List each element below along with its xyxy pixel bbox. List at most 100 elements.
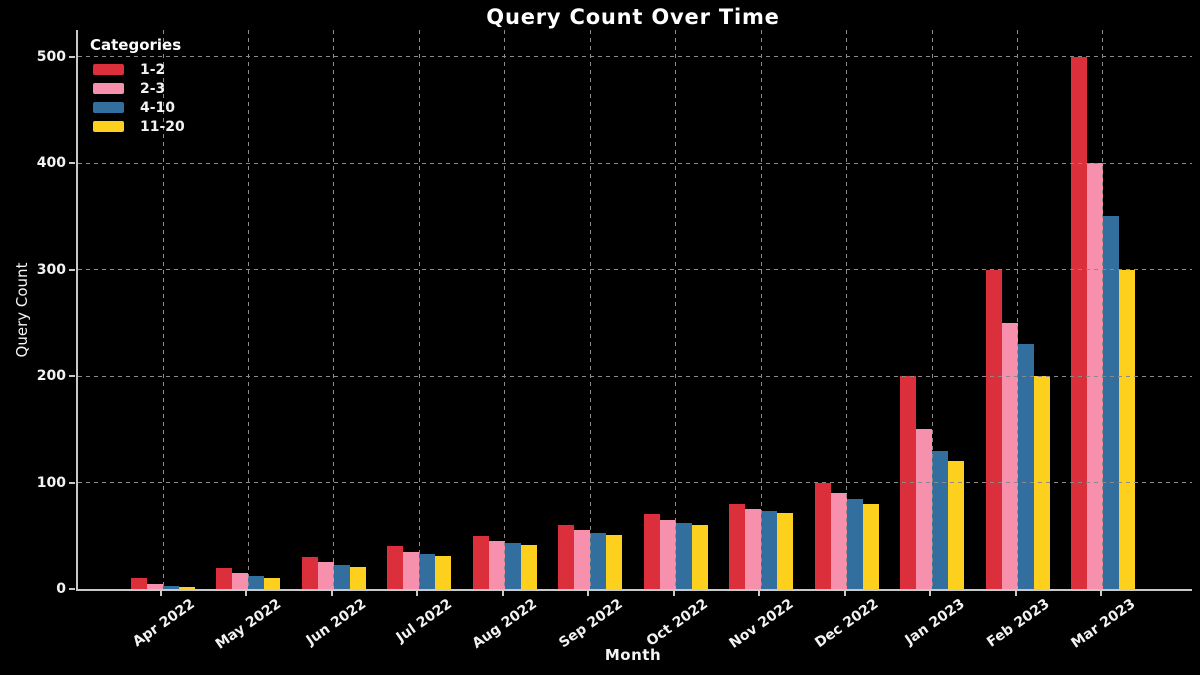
x-tick-mark-12 — [1099, 591, 1102, 596]
gridline-h-400 — [78, 162, 1192, 164]
gridline-v-11 — [1017, 30, 1018, 589]
x-tick-mark-10 — [929, 591, 932, 596]
bar-4-10-dec-2022 — [846, 498, 863, 589]
legend: Categories 1-2 2-3 4-10 11-20 — [90, 36, 185, 136]
bar-4-10-apr-2022 — [163, 585, 179, 589]
chart-title: Query Count Over Time — [486, 5, 780, 29]
bar-2-3-aug-2022 — [488, 541, 505, 589]
x-tick-label-nov-2022: Nov 2022 — [726, 596, 797, 652]
gridline-v-4 — [418, 30, 420, 589]
bar-1-2-jul-2022 — [387, 546, 404, 589]
y-tick-label-0: 0 — [56, 581, 66, 597]
bar-11-20-may-2022 — [264, 578, 281, 589]
bar-1-2-nov-2022 — [729, 503, 746, 589]
bar-2-3-feb-2023 — [1001, 322, 1018, 589]
x-tick-mark-8 — [758, 591, 761, 596]
bar-4-10-jan-2023 — [932, 450, 949, 589]
legend-item-1-2: 1-2 — [90, 60, 185, 79]
bar-4-10-mar-2023 — [1102, 216, 1119, 589]
x-tick-label-sep-2022: Sep 2022 — [556, 596, 626, 652]
x-tick-mark-4 — [416, 591, 419, 596]
bar-1-2-apr-2022 — [131, 578, 147, 589]
bar-4-10-aug-2022 — [504, 543, 521, 589]
bar-2-3-may-2022 — [232, 573, 249, 589]
bar-2-3-sep-2022 — [574, 530, 591, 589]
bar-4-10-oct-2022 — [675, 523, 692, 589]
bar-1-2-may-2022 — [216, 567, 233, 589]
legend-swatch-2-3 — [93, 83, 124, 94]
bar-11-20-jul-2022 — [435, 556, 452, 589]
x-tick-label-jul-2022: Jul 2022 — [393, 596, 455, 646]
x-tick-mark-5 — [501, 591, 504, 596]
y-tick-mark-200 — [69, 375, 75, 378]
legend-swatch-11-20 — [93, 121, 124, 132]
bar-4-10-jun-2022 — [333, 564, 350, 589]
bar-11-20-apr-2022 — [179, 586, 195, 589]
bar-1-2-jun-2022 — [301, 557, 318, 589]
bar-11-20-aug-2022 — [520, 545, 537, 589]
gridline-v-5 — [504, 30, 506, 589]
y-tick-mark-400 — [69, 162, 75, 165]
gridline-h-100 — [78, 482, 1192, 484]
legend-item-11-20: 11-20 — [90, 117, 185, 136]
y-tick-label-200: 200 — [36, 368, 66, 385]
plot-area — [76, 30, 1192, 591]
bar-2-3-nov-2022 — [745, 509, 762, 589]
bar-1-2-aug-2022 — [472, 535, 489, 589]
y-tick-label-300: 300 — [36, 261, 66, 278]
y-tick-mark-0 — [69, 588, 75, 590]
x-axis-label: Month — [604, 646, 662, 664]
x-tick-mark-9 — [843, 591, 846, 596]
x-tick-label-jan-2023: Jan 2023 — [901, 596, 968, 649]
gridline-v-12 — [1102, 30, 1104, 589]
gridline-v-1 — [162, 30, 164, 589]
legend-item-label: 2-3 — [140, 80, 166, 97]
gridline-v-3 — [333, 30, 335, 589]
bar-1-2-sep-2022 — [558, 525, 575, 589]
bar-11-20-mar-2023 — [1118, 269, 1135, 589]
legend-item-4-10: 4-10 — [90, 98, 185, 117]
bar-4-10-feb-2023 — [1017, 344, 1034, 589]
x-tick-label-apr-2022: Apr 2022 — [130, 596, 199, 651]
bar-2-3-apr-2022 — [147, 583, 163, 589]
bar-2-3-jan-2023 — [916, 429, 933, 589]
legend-swatch-1-2 — [93, 64, 124, 75]
gridline-v-10 — [931, 30, 933, 589]
bar-4-10-jul-2022 — [419, 553, 436, 589]
gridline-h-200 — [78, 375, 1192, 377]
legend-item-label: 11-20 — [140, 118, 185, 135]
x-tick-mark-1 — [160, 591, 162, 596]
x-tick-mark-3 — [330, 591, 333, 596]
x-tick-mark-7 — [672, 591, 675, 596]
bar-11-20-sep-2022 — [606, 534, 623, 589]
x-tick-label-jun-2022: Jun 2022 — [303, 596, 370, 649]
bar-2-3-oct-2022 — [659, 519, 676, 589]
x-tick-mark-6 — [587, 591, 590, 596]
x-tick-label-feb-2023: Feb 2023 — [984, 596, 1053, 651]
x-tick-label-dec-2022: Dec 2022 — [812, 596, 882, 652]
gridline-h-500 — [78, 56, 1192, 58]
bar-11-20-dec-2022 — [862, 503, 879, 589]
bar-4-10-may-2022 — [248, 576, 265, 589]
bar-11-20-jun-2022 — [349, 566, 366, 589]
y-tick-mark-500 — [69, 55, 75, 58]
bar-1-2-dec-2022 — [814, 482, 831, 589]
x-tick-mark-11 — [1014, 591, 1017, 596]
legend-item-2-3: 2-3 — [90, 79, 185, 98]
bar-11-20-jan-2023 — [948, 461, 965, 589]
gridline-v-9 — [846, 30, 848, 589]
bar-1-2-oct-2022 — [643, 514, 660, 589]
legend-item-label: 1-2 — [140, 61, 166, 78]
gridline-v-2 — [247, 30, 249, 589]
bar-1-2-feb-2023 — [985, 269, 1002, 589]
x-tick-mark-2 — [245, 591, 248, 596]
gridline-v-7 — [675, 30, 677, 589]
bar-1-2-mar-2023 — [1070, 56, 1087, 589]
bar-4-10-nov-2022 — [761, 511, 778, 589]
x-tick-label-aug-2022: Aug 2022 — [469, 596, 540, 652]
x-tick-label-oct-2022: Oct 2022 — [643, 596, 711, 650]
legend-items: 1-2 2-3 4-10 11-20 — [90, 60, 185, 136]
bar-11-20-nov-2022 — [777, 513, 794, 589]
bar-2-3-jun-2022 — [317, 562, 334, 589]
bar-2-3-jul-2022 — [403, 551, 420, 589]
